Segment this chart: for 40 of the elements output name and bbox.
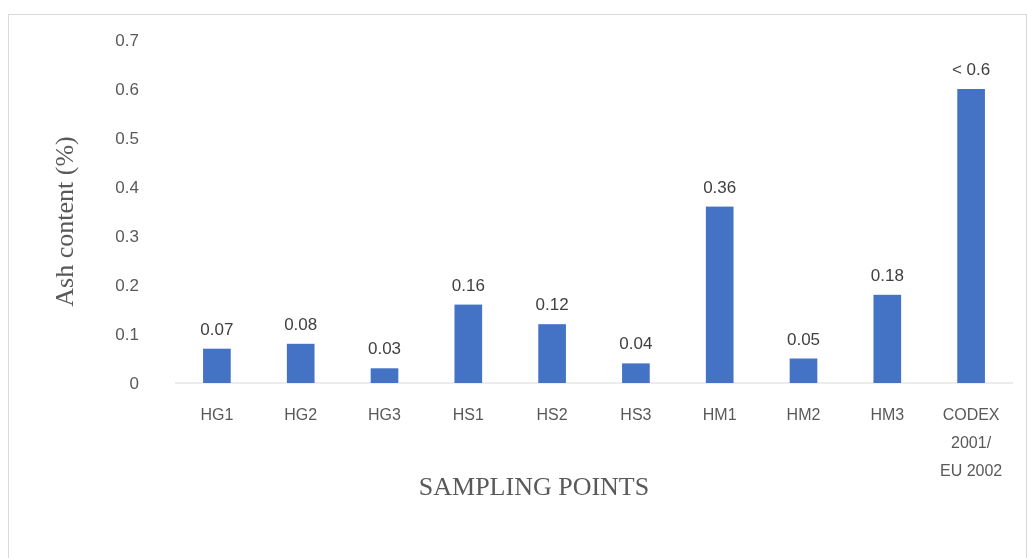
x-tick-label: HS3 (620, 406, 652, 423)
x-axis-title: SAMPLING POINTS (418, 472, 650, 501)
bar (789, 358, 818, 383)
bar (622, 363, 650, 383)
y-tick-label: 0.5 (115, 128, 139, 148)
data-label: 0.05 (786, 329, 821, 349)
x-tick-label: HG2 (284, 406, 318, 423)
bar (957, 89, 985, 383)
x-tick-label: HM2 (786, 406, 821, 423)
data-label: 0.16 (451, 275, 485, 295)
x-tick-label: HM3 (870, 406, 905, 423)
x-tick-label: HG1 (200, 406, 234, 423)
bar (370, 368, 399, 383)
data-label: 0.03 (367, 339, 402, 359)
y-tick-label: 0.7 (115, 30, 139, 50)
data-label: < 0.6 (951, 60, 991, 79)
y-axis-title: Ash content (%) (50, 136, 79, 307)
y-tick-label: 0.1 (115, 324, 139, 344)
bar (538, 324, 566, 383)
y-tick-label: 0.6 (115, 79, 139, 99)
x-tick-label: HS2 (536, 406, 568, 423)
y-tick-label: 0 (129, 373, 139, 393)
bar (286, 343, 315, 383)
y-tick-label: 0.2 (115, 275, 139, 295)
x-tick-label: HG3 (368, 406, 402, 423)
data-label: 0.04 (619, 334, 653, 354)
data-label: 0.18 (870, 265, 904, 285)
y-tick-label: 0.4 (115, 177, 139, 197)
y-tick-label: 0.3 (115, 226, 139, 246)
data-label: 0.07 (200, 319, 234, 339)
bar (203, 348, 231, 383)
data-label: 0.36 (703, 177, 737, 197)
x-tick-label: CODEX 2001/ EU 2002 (939, 406, 1003, 479)
x-tick-label: HS1 (452, 406, 484, 423)
x-tick-label: HM1 (702, 406, 737, 423)
bar (454, 304, 483, 383)
data-label: 0.08 (284, 314, 318, 334)
bar (705, 206, 734, 383)
bar (873, 294, 902, 383)
data-label: 0.12 (535, 295, 569, 315)
